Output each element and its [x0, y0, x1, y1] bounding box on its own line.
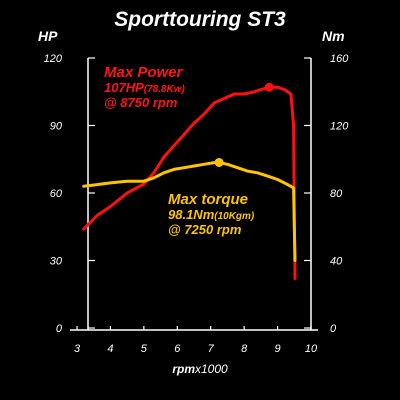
- torque-annotation-value-line: 98.1Nm(10Kgm): [168, 207, 255, 223]
- power-curve: [82, 85, 297, 280]
- left-tick-label: 0: [56, 323, 63, 335]
- power-annotation-head: Max Power: [104, 64, 183, 81]
- x-tick-label: 7: [208, 343, 215, 355]
- torque-annotation-value: 98.1Nm: [168, 207, 215, 223]
- torque-annotation-sub: (10Kgm): [214, 211, 255, 223]
- power-peak-marker: [264, 82, 274, 92]
- torque-annotation-rpm: @ 7250 rpm: [168, 222, 242, 238]
- left-tick-label: 120: [44, 53, 63, 65]
- x-axis-label-unit: x1000: [194, 362, 228, 376]
- x-tick-label: 9: [275, 343, 281, 355]
- x-tick-label: 8: [241, 343, 248, 355]
- left-tick-label: 60: [50, 188, 63, 200]
- right-tick-label: 0: [330, 323, 337, 335]
- left-tick-label: 90: [50, 121, 63, 133]
- power-annotation-value: 107HP: [104, 80, 144, 96]
- right-tick-label: 80: [330, 188, 343, 200]
- left-axis-unit: HP: [38, 28, 58, 44]
- x-tick-label: 4: [107, 343, 113, 355]
- torque-peak-marker: [214, 157, 224, 167]
- right-tick-label: 160: [330, 53, 349, 65]
- x-tick-label: 6: [174, 343, 181, 355]
- x-tick-label: 3: [74, 343, 81, 355]
- power-annotation: Max Power 107HP(78.8Kw) @ 8750 rpm: [104, 64, 185, 111]
- x-tick-label: 5: [141, 343, 148, 355]
- torque-curve: [82, 161, 297, 262]
- right-tick-label: 120: [330, 121, 349, 133]
- x-axis-label-main: rpm: [172, 362, 195, 376]
- torque-annotation: Max torque 98.1Nm(10Kgm) @ 7250 rpm: [168, 191, 254, 238]
- x-tick-label: 10: [305, 343, 318, 355]
- left-tick-label: 30: [50, 256, 63, 268]
- torque-annotation-head: Max torque: [168, 191, 249, 208]
- right-tick-label: 40: [330, 256, 343, 268]
- x-axis-label: rpmx1000: [0, 362, 400, 376]
- power-annotation-rpm: @ 8750 rpm: [104, 95, 178, 111]
- right-axis-unit: Nm: [322, 28, 345, 44]
- chart-title: Sporttouring ST3: [114, 8, 286, 31]
- power-annotation-sub: (78.8Kw): [143, 84, 185, 96]
- power-annotation-value-line: 107HP(78.8Kw): [104, 80, 185, 96]
